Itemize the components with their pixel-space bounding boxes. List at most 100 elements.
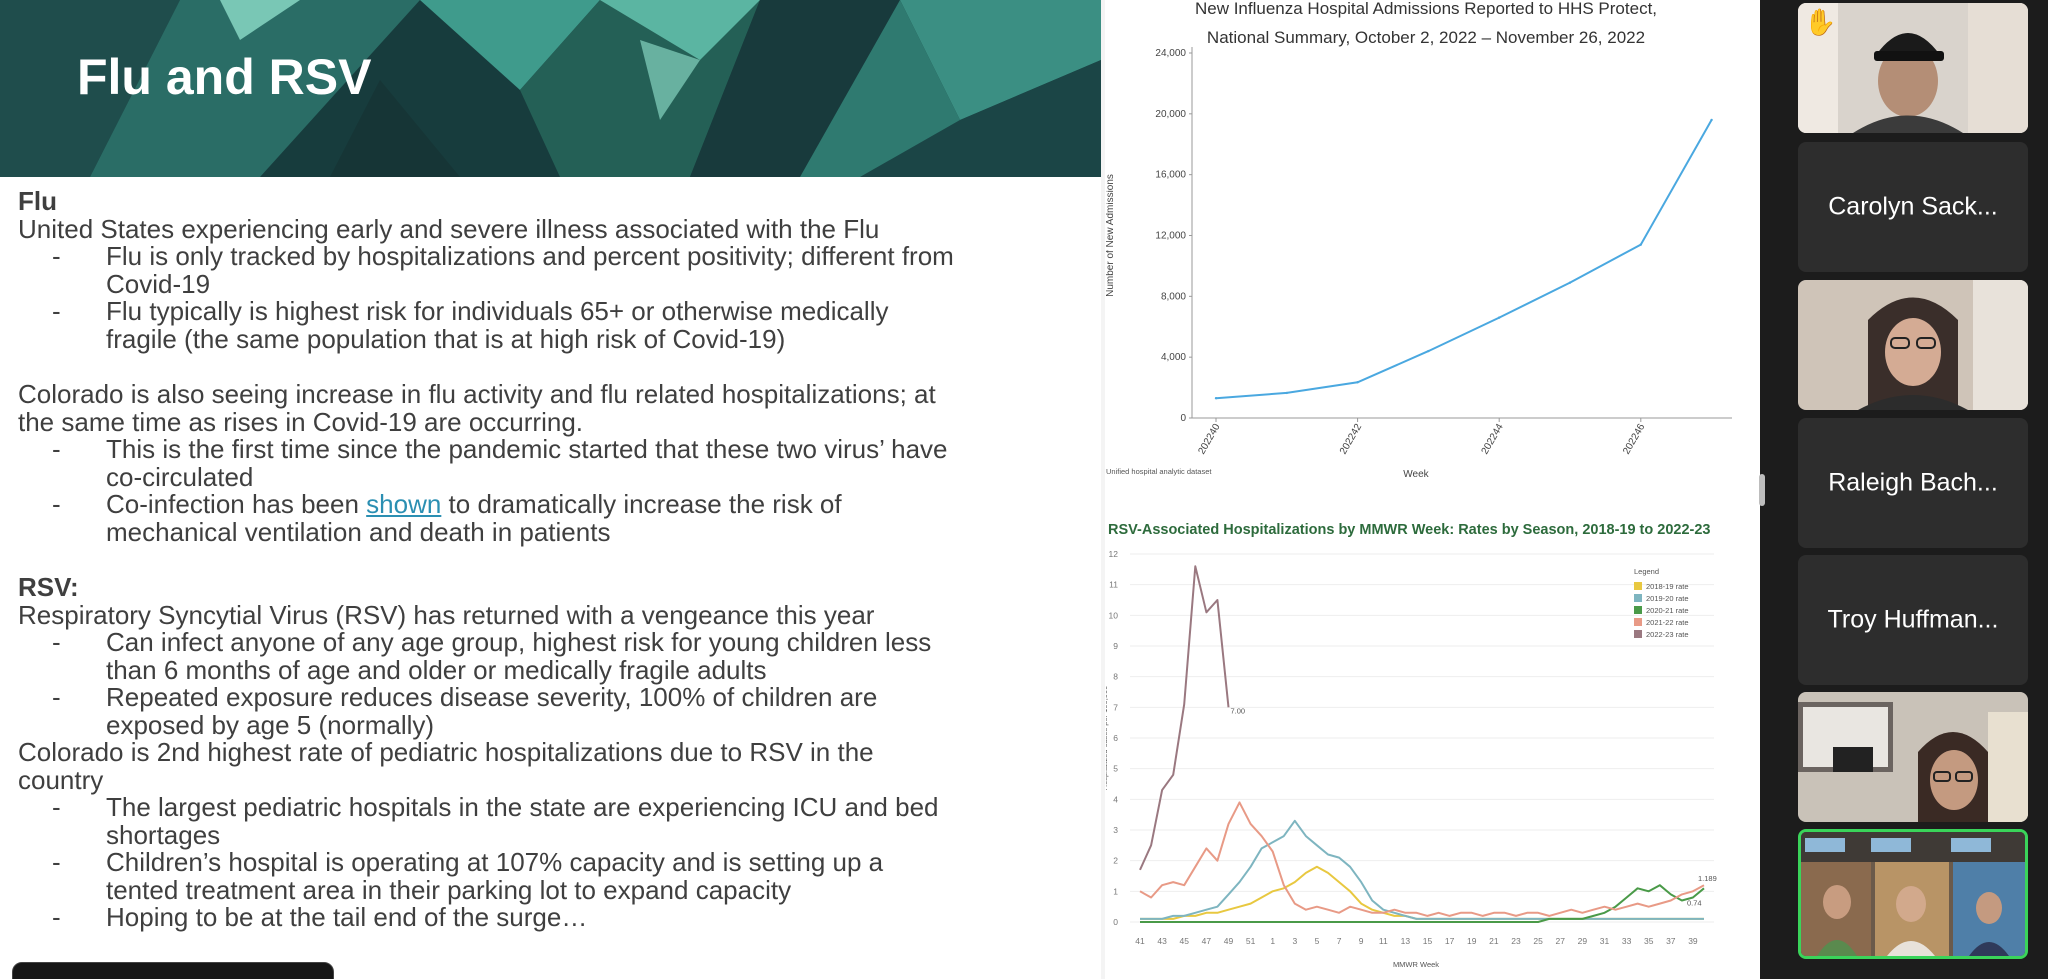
series-line bbox=[1140, 884, 1705, 923]
slide-title: Flu and RSV bbox=[77, 49, 372, 105]
participant-video-tile[interactable]: ✋ bbox=[1798, 3, 2028, 133]
series-line bbox=[1139, 801, 1705, 917]
legend-swatch bbox=[1634, 606, 1642, 614]
bullet: - Co-infection has been shown to dramatic… bbox=[18, 489, 1098, 547]
y-tick-label: 20,000 bbox=[1155, 109, 1186, 120]
x-tick-label: 13 bbox=[1401, 936, 1411, 946]
legend-label: 2018-19 rate bbox=[1646, 582, 1689, 591]
series-line bbox=[1140, 819, 1704, 920]
meeting-controls-bar[interactable] bbox=[12, 962, 334, 979]
bullet-text: tented treatment area in their parking l… bbox=[106, 874, 792, 905]
rsv-heading: RSV: bbox=[18, 572, 79, 602]
y-tick-label: 24,000 bbox=[1155, 48, 1186, 59]
bullet-dash: - bbox=[52, 902, 61, 932]
participant-tile[interactable]: Troy Huffman... bbox=[1798, 555, 2028, 685]
rsv-hospitalizations-chart: RSV-Associated Hospitalizations by MMWR … bbox=[1106, 522, 1717, 969]
y-tick-label: 0 bbox=[1180, 413, 1186, 424]
slide-body: Flu United States experiencing early and… bbox=[18, 186, 1098, 932]
series-line bbox=[1140, 865, 1704, 920]
video-thumbnail bbox=[1798, 3, 2028, 133]
chart-subtitle: National Summary, October 2, 2022 – Nove… bbox=[1207, 28, 1645, 47]
bullet-dash: - bbox=[52, 489, 61, 519]
shown-link[interactable]: shown bbox=[366, 489, 442, 519]
bullet: - Children’s hospital is operating at 107… bbox=[18, 847, 1098, 905]
y-tick-label: 5 bbox=[1113, 764, 1118, 774]
x-tick-label: 29 bbox=[1578, 936, 1588, 946]
y-tick-label: 8,000 bbox=[1161, 291, 1186, 302]
x-tick-label: 202240 bbox=[1196, 422, 1222, 457]
data-label: 7.00 bbox=[1230, 706, 1245, 715]
data-point bbox=[1639, 243, 1642, 246]
data-point bbox=[1568, 281, 1572, 284]
panel-resize-handle[interactable] bbox=[1759, 474, 1765, 506]
y-tick-label: 16,000 bbox=[1155, 170, 1186, 181]
colorado-rsv-text: Colorado is 2nd highest rate of pediatri… bbox=[18, 737, 874, 767]
bullet-text: Flu typically is highest risk for indivi… bbox=[106, 296, 889, 326]
video-thumbnail bbox=[1798, 692, 2028, 822]
y-tick-label: 2 bbox=[1113, 856, 1118, 866]
participant-name: Carolyn Sack... bbox=[1828, 192, 1998, 221]
coinfection-text: Co-infection has been bbox=[106, 489, 367, 519]
y-tick-label: 4,000 bbox=[1161, 352, 1186, 363]
chart-title: New Influenza Hospital Admissions Report… bbox=[1195, 0, 1657, 18]
flu-heading: Flu bbox=[18, 186, 57, 216]
participant-video-tile[interactable] bbox=[1798, 692, 2028, 822]
data-point bbox=[1498, 316, 1501, 319]
y-tick-label: 9 bbox=[1113, 641, 1118, 651]
bullet-text: Children’s hospital is operating at 107%… bbox=[106, 847, 884, 877]
bullet-text: than 6 months of age and older or medica… bbox=[106, 654, 767, 685]
legend-swatch bbox=[1634, 630, 1642, 638]
x-axis-label: Week bbox=[1403, 469, 1429, 480]
coinfection-text: to dramatically increase the risk of bbox=[441, 489, 842, 519]
participant-tile[interactable]: Raleigh Bach... bbox=[1798, 418, 2028, 548]
x-tick-label: 45 bbox=[1180, 936, 1190, 946]
bullet-text: shortages bbox=[106, 819, 221, 850]
data-point bbox=[1356, 381, 1359, 384]
y-tick-label: 12,000 bbox=[1155, 231, 1186, 242]
bullet-text: Repeated exposure reduces disease severi… bbox=[106, 682, 878, 712]
x-tick-label: 9 bbox=[1359, 936, 1364, 946]
participant-gallery: ✋ Carolyn Sack... Raleigh Bach... Troy H… bbox=[1798, 0, 2028, 979]
y-tick-label: 4 bbox=[1113, 794, 1118, 804]
legend-swatch bbox=[1634, 594, 1642, 602]
data-label: 1.189 bbox=[1698, 874, 1717, 883]
bullet-text: The largest pediatric hospitals in the s… bbox=[106, 792, 939, 822]
active-speaker-tile[interactable] bbox=[1798, 829, 2028, 959]
y-tick-label: 7 bbox=[1113, 702, 1118, 712]
data-point bbox=[1285, 391, 1288, 395]
y-tick-label: 3 bbox=[1113, 825, 1118, 835]
y-tick-label: 6 bbox=[1113, 733, 1118, 743]
slide-divider bbox=[1101, 0, 1105, 979]
bullet: - Flu is only tracked by hospitalizations… bbox=[18, 242, 1098, 298]
y-tick-label: 8 bbox=[1113, 672, 1118, 682]
participant-video-tile[interactable] bbox=[1798, 280, 2028, 410]
flu-admissions-chart: New Influenza Hospital Admissions Report… bbox=[1106, 0, 1732, 480]
data-label: 0.74 bbox=[1687, 898, 1702, 907]
legend-label: 2021-22 rate bbox=[1646, 618, 1689, 627]
legend-label: 2019-20 rate bbox=[1646, 594, 1689, 603]
x-tick-label: 15 bbox=[1423, 936, 1433, 946]
legend-label: 2020-21 rate bbox=[1646, 606, 1689, 615]
bullet-dash: - bbox=[52, 296, 61, 326]
source-note: Unified hospital analytic dataset bbox=[1106, 467, 1212, 476]
bullet-dash: - bbox=[52, 434, 61, 464]
bullet-text: Can infect anyone of any age group, high… bbox=[106, 627, 932, 657]
video-thumbnail bbox=[1801, 832, 2025, 956]
slide-title-banner: Flu and RSV bbox=[0, 0, 1101, 177]
data-point bbox=[1214, 397, 1218, 400]
flu-intro: United States experiencing early and sev… bbox=[18, 213, 880, 244]
x-tick-label: 35 bbox=[1644, 936, 1654, 946]
y-axis-label: Hospitalized cases per 100,000 bbox=[1106, 686, 1109, 791]
bullet: - Repeated exposure reduces disease sever… bbox=[18, 682, 1098, 739]
presentation-slide: Flu and RSV Flu United States experienci… bbox=[0, 0, 1760, 979]
bullet-text: mechanical ventilation and death in pati… bbox=[106, 516, 611, 547]
x-tick-label: 1 bbox=[1270, 936, 1275, 946]
bullet-dash: - bbox=[52, 847, 61, 877]
bullet: - Hoping to be at the tail end of the sur… bbox=[18, 902, 1098, 932]
x-axis-label: MMWR Week bbox=[1393, 960, 1439, 969]
series-line bbox=[1139, 565, 1230, 871]
y-tick-label: 1 bbox=[1113, 886, 1118, 896]
participant-tile[interactable]: Carolyn Sack... bbox=[1798, 142, 2028, 272]
x-tick-label: 5 bbox=[1315, 936, 1320, 946]
rsv-intro: Respiratory Syncytial Virus (RSV) has re… bbox=[18, 599, 875, 630]
